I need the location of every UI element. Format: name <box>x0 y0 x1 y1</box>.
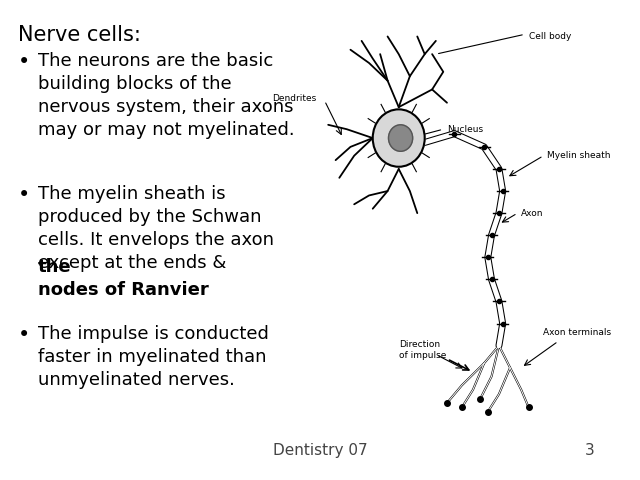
Text: Axon terminals: Axon terminals <box>543 328 612 337</box>
Text: Dentistry 07: Dentistry 07 <box>273 443 367 458</box>
Text: Axon: Axon <box>521 209 544 217</box>
Ellipse shape <box>372 109 425 167</box>
Text: •: • <box>18 325 30 345</box>
Text: 3: 3 <box>585 443 595 458</box>
Text: Myelin sheath: Myelin sheath <box>547 151 611 160</box>
Text: The neurons are the basic
building blocks of the
nervous system, their axons
may: The neurons are the basic building block… <box>38 52 294 139</box>
Text: Nucleus: Nucleus <box>447 125 483 134</box>
Text: The myelin sheath is
produced by the Schwan
cells. It envelops the axon
except a: The myelin sheath is produced by the Sch… <box>38 185 274 272</box>
Text: •: • <box>18 185 30 205</box>
Text: •: • <box>18 52 30 72</box>
Text: The impulse is conducted
faster in myelinated than
unmyelinated nerves.: The impulse is conducted faster in myeli… <box>38 325 269 389</box>
Text: Dendrites: Dendrites <box>273 94 317 103</box>
Text: Nerve cells:: Nerve cells: <box>18 25 141 45</box>
Text: Cell body: Cell body <box>529 32 571 41</box>
Text: Direction
of impulse: Direction of impulse <box>399 340 446 360</box>
Text: the
nodes of Ranvier: the nodes of Ranvier <box>38 258 209 299</box>
Ellipse shape <box>388 125 413 151</box>
